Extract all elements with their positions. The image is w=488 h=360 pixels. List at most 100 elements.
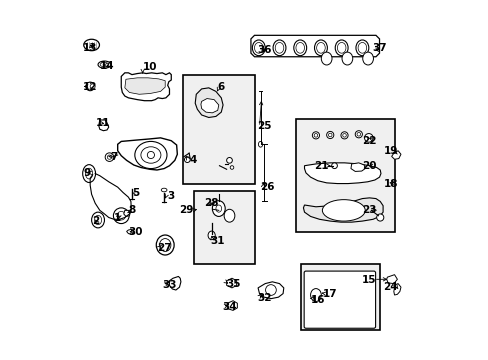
Text: 14: 14 [100,61,114,71]
Polygon shape [201,99,218,113]
Ellipse shape [354,131,362,138]
Text: 11: 11 [96,118,110,128]
Ellipse shape [184,157,190,162]
Text: 35: 35 [225,279,240,289]
Ellipse shape [159,239,171,251]
Ellipse shape [226,157,232,163]
Text: 19: 19 [383,147,397,157]
Text: 9: 9 [83,168,90,178]
Text: 27: 27 [157,243,171,253]
Ellipse shape [357,42,366,53]
Ellipse shape [258,141,262,147]
Bar [300,264,379,330]
Text: 5: 5 [132,188,139,198]
Ellipse shape [207,231,215,240]
Polygon shape [226,278,236,288]
Polygon shape [126,229,134,234]
Bar [183,75,255,184]
Text: 7: 7 [110,152,118,162]
Polygon shape [227,301,237,310]
Polygon shape [195,88,223,117]
Text: 31: 31 [210,236,224,246]
FancyBboxPatch shape [304,271,375,328]
Ellipse shape [105,153,114,161]
Ellipse shape [310,289,321,301]
Text: 18: 18 [383,179,397,189]
Ellipse shape [224,209,234,222]
Text: 33: 33 [162,280,177,291]
Ellipse shape [252,40,264,56]
Ellipse shape [161,188,166,192]
Ellipse shape [322,200,365,221]
Ellipse shape [91,212,104,228]
Ellipse shape [376,214,383,221]
Text: 23: 23 [362,205,376,215]
Text: 30: 30 [128,227,142,237]
Polygon shape [124,78,165,94]
Ellipse shape [321,52,331,65]
Polygon shape [250,35,379,57]
Ellipse shape [341,52,352,65]
Text: 25: 25 [257,121,271,131]
Ellipse shape [328,133,331,137]
Ellipse shape [313,134,317,137]
Ellipse shape [355,40,368,56]
Ellipse shape [230,166,233,169]
Polygon shape [121,73,171,101]
Ellipse shape [94,215,102,225]
Polygon shape [304,163,380,184]
Text: 15: 15 [362,275,376,285]
Polygon shape [391,151,400,159]
Text: 37: 37 [371,43,386,53]
Ellipse shape [331,163,337,168]
Polygon shape [118,138,177,170]
Polygon shape [386,275,397,284]
Ellipse shape [107,155,111,159]
Text: 2: 2 [92,216,100,226]
Ellipse shape [113,208,129,224]
Ellipse shape [98,61,111,68]
Ellipse shape [337,42,345,53]
Ellipse shape [314,40,326,56]
Ellipse shape [156,235,174,255]
Ellipse shape [265,285,276,296]
Text: 1: 1 [114,212,121,222]
Ellipse shape [135,141,166,168]
Text: 8: 8 [128,205,135,215]
Bar [193,191,255,264]
Ellipse shape [362,52,373,65]
Polygon shape [169,276,181,290]
Ellipse shape [335,40,347,56]
Text: 26: 26 [260,182,275,192]
Text: 13: 13 [83,43,97,53]
Polygon shape [393,284,400,295]
Ellipse shape [254,42,263,53]
Ellipse shape [295,42,304,53]
Ellipse shape [147,152,154,158]
Ellipse shape [272,40,285,56]
Ellipse shape [90,84,95,89]
Text: 29: 29 [179,205,193,215]
Ellipse shape [216,205,221,212]
Text: 6: 6 [217,82,224,92]
Polygon shape [350,163,365,171]
Text: 12: 12 [83,82,97,92]
Ellipse shape [293,40,306,56]
Ellipse shape [356,132,360,136]
Text: 21: 21 [313,161,328,171]
Text: 16: 16 [310,295,325,305]
Text: 22: 22 [362,136,376,146]
Ellipse shape [82,165,95,183]
Polygon shape [123,210,130,216]
Ellipse shape [326,131,333,139]
Bar [296,119,394,232]
Ellipse shape [100,63,108,67]
Ellipse shape [316,42,325,53]
Text: 36: 36 [257,45,271,55]
Ellipse shape [212,201,225,216]
Text: 4: 4 [189,156,196,165]
Polygon shape [99,120,108,131]
Text: 34: 34 [222,302,237,312]
Text: 20: 20 [362,161,376,171]
Text: 28: 28 [204,198,219,208]
